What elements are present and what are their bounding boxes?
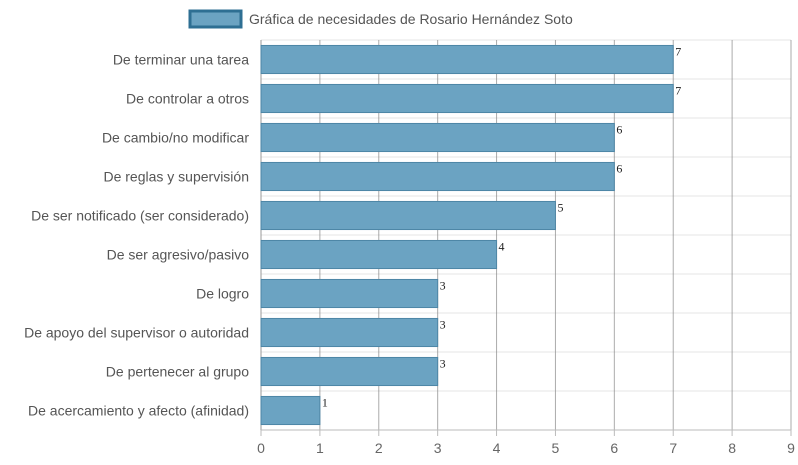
x-tick-label: 7 bbox=[669, 440, 677, 456]
data-label: 3 bbox=[440, 317, 446, 331]
category-label: De logro bbox=[196, 286, 249, 302]
data-label: 6 bbox=[616, 161, 622, 175]
data-label: 3 bbox=[440, 278, 446, 292]
x-tick-label: 3 bbox=[434, 440, 442, 456]
category-label: De ser agresivo/pasivo bbox=[107, 247, 250, 263]
x-tick-label: 0 bbox=[257, 440, 265, 456]
bar[interactable] bbox=[260, 161, 615, 192]
bar[interactable] bbox=[260, 200, 556, 231]
category-label: De terminar una tarea bbox=[113, 52, 249, 68]
x-tick-label: 5 bbox=[552, 440, 560, 456]
bar[interactable] bbox=[260, 44, 674, 75]
bar[interactable] bbox=[260, 122, 615, 153]
bar[interactable] bbox=[260, 278, 439, 309]
x-tick-label: 4 bbox=[493, 440, 501, 456]
bar[interactable] bbox=[260, 395, 321, 426]
category-label: De cambio/no modificar bbox=[102, 130, 249, 146]
data-label: 6 bbox=[616, 122, 622, 136]
category-label: De ser notificado (ser considerado) bbox=[31, 208, 249, 224]
data-label: 3 bbox=[440, 356, 446, 370]
data-label: 4 bbox=[499, 239, 505, 253]
bar[interactable] bbox=[260, 356, 439, 387]
category-label: De reglas y supervisión bbox=[103, 169, 249, 185]
legend-swatch bbox=[188, 9, 243, 29]
data-label: 5 bbox=[557, 200, 563, 214]
x-tick-label: 8 bbox=[728, 440, 736, 456]
x-tick-label: 6 bbox=[610, 440, 618, 456]
data-label: 7 bbox=[675, 44, 681, 58]
bar[interactable] bbox=[260, 83, 674, 114]
bar[interactable] bbox=[260, 317, 439, 348]
category-label: De pertenecer al grupo bbox=[106, 364, 249, 380]
x-tick-label: 2 bbox=[375, 440, 383, 456]
category-label: De controlar a otros bbox=[126, 91, 249, 107]
data-labels: 7 7 6 6 5 4 3 3 3 1 bbox=[322, 44, 681, 409]
category-label: De apoyo del supervisor o autoridad bbox=[24, 325, 249, 341]
data-label: 7 bbox=[675, 83, 681, 97]
bars bbox=[260, 44, 674, 426]
data-label: 1 bbox=[322, 395, 328, 409]
x-tick-label: 9 bbox=[787, 440, 795, 456]
bar[interactable] bbox=[260, 239, 498, 270]
x-tick-labels: 0 1 2 3 4 5 6 7 8 9 bbox=[257, 440, 795, 456]
category-labels: De terminar una tarea De controlar a otro… bbox=[24, 52, 249, 419]
legend[interactable]: Gráfica de necesidades de Rosario Hernán… bbox=[188, 9, 573, 29]
category-label: De acercamiento y afecto (afinidad) bbox=[28, 403, 249, 419]
x-tick-label: 1 bbox=[316, 440, 324, 456]
legend-label: Gráfica de necesidades de Rosario Hernán… bbox=[249, 11, 573, 27]
